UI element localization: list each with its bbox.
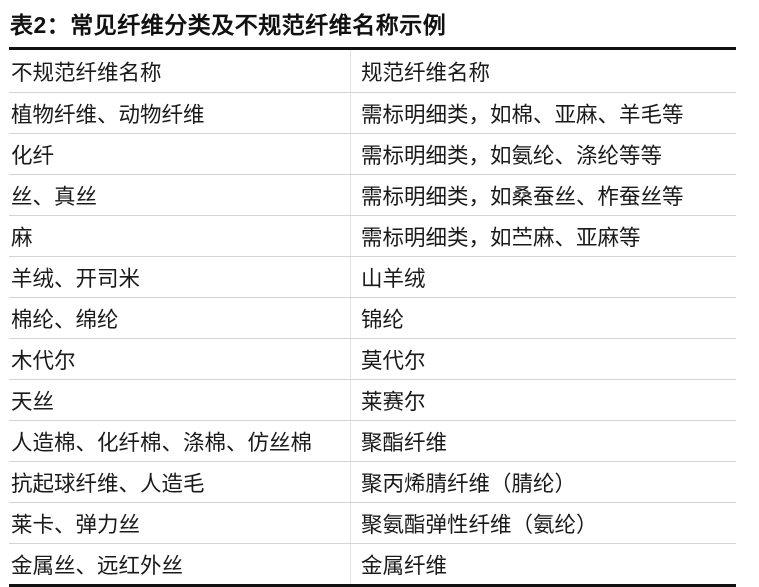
header-nonstandard-name: 不规范纤维名称 <box>9 48 351 93</box>
standard-name-cell: 需标明细类，如桑蚕丝、柞蚕丝等 <box>350 174 736 216</box>
standard-name-cell: 锦纶 <box>350 297 736 339</box>
table-row: 人造棉、化纤棉、涤棉、仿丝棉 聚酯纤维 <box>9 420 736 462</box>
nonstandard-name-cell: 木代尔 <box>9 338 351 380</box>
table-row: 棉纶、绵纶 锦纶 <box>9 297 736 339</box>
standard-name-cell: 聚丙烯腈纤维（腈纶） <box>350 461 736 503</box>
table-row: 天丝 莱赛尔 <box>9 379 736 421</box>
table-row: 植物纤维、动物纤维 需标明细类，如棉、亚麻、羊毛等 <box>9 92 736 134</box>
fiber-name-table: 不规范纤维名称 规范纤维名称 植物纤维、动物纤维 需标明细类，如棉、亚麻、羊毛等化… <box>9 47 736 587</box>
standard-name-cell: 聚酯纤维 <box>350 420 736 462</box>
nonstandard-name-cell: 人造棉、化纤棉、涤棉、仿丝棉 <box>9 420 351 462</box>
nonstandard-name-cell: 天丝 <box>9 379 351 421</box>
table-header-row: 不规范纤维名称 规范纤维名称 <box>9 48 736 93</box>
table-row: 木代尔 莫代尔 <box>9 338 736 380</box>
table-title: 表2：常见纤维分类及不规范纤维名称示例 <box>10 12 447 38</box>
standard-name-cell: 山羊绒 <box>350 256 736 298</box>
nonstandard-name-cell: 麻 <box>9 215 351 257</box>
table-row: 化纤 需标明细类，如氨纶、涤纶等等 <box>9 133 736 175</box>
table-row: 莱卡、弹力丝 聚氨酯弹性纤维（氨纶） <box>9 502 736 544</box>
table-row: 羊绒、开司米 山羊绒 <box>9 256 736 298</box>
standard-name-cell: 需标明细类，如氨纶、涤纶等等 <box>350 133 736 175</box>
nonstandard-name-cell: 抗起球纤维、人造毛 <box>9 461 351 503</box>
standard-name-cell: 莫代尔 <box>350 338 736 380</box>
nonstandard-name-cell: 棉纶、绵纶 <box>9 297 351 339</box>
nonstandard-name-cell: 羊绒、开司米 <box>9 256 351 298</box>
nonstandard-name-cell: 莱卡、弹力丝 <box>9 502 351 544</box>
nonstandard-name-cell: 化纤 <box>9 133 351 175</box>
table-row: 抗起球纤维、人造毛 聚丙烯腈纤维（腈纶） <box>9 461 736 503</box>
table-row: 金属丝、远红外丝 金属纤维 <box>9 543 736 586</box>
table-row: 麻需标明细类，如苎麻、亚麻等 <box>9 215 736 257</box>
table-row: 丝、真丝 需标明细类，如桑蚕丝、柞蚕丝等 <box>9 174 736 216</box>
standard-name-cell: 金属纤维 <box>361 553 448 578</box>
nonstandard-name-cell: 丝、真丝 <box>9 174 351 216</box>
standard-name-cell: 需标明细类，如苎麻、亚麻等 <box>350 215 736 257</box>
nonstandard-name-cell: 金属丝、远红外丝 <box>9 543 351 586</box>
standard-name-cell: 需标明细类，如棉、亚麻、羊毛等 <box>350 92 736 134</box>
nonstandard-name-cell: 植物纤维、动物纤维 <box>9 92 351 134</box>
standard-name-cell: 聚氨酯弹性纤维（氨纶） <box>350 502 736 544</box>
header-standard-name: 规范纤维名称 <box>350 48 736 93</box>
standard-name-cell: 莱赛尔 <box>350 379 736 421</box>
